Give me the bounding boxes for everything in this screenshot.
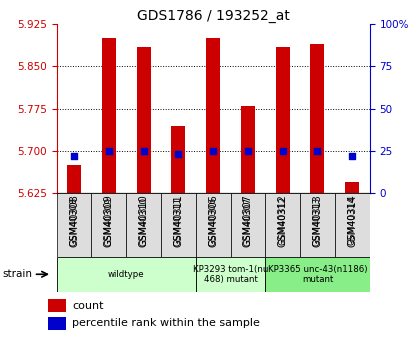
Text: GSM40314: GSM40314 [347, 195, 357, 247]
Text: GSM40308: GSM40308 [69, 195, 79, 247]
Text: GSM40307: GSM40307 [243, 195, 253, 247]
Bar [161, 193, 196, 257]
Bar [136, 47, 151, 193]
Bar [310, 44, 324, 193]
Point [314, 148, 321, 154]
Text: GSM40311: GSM40311 [173, 195, 184, 247]
Bar [67, 165, 81, 193]
Text: KP3365 unc-43(n1186)
mutant: KP3365 unc-43(n1186) mutant [268, 265, 367, 284]
Bar [102, 38, 116, 193]
Text: GSM40306: GSM40306 [208, 195, 218, 247]
Text: GSM40313: GSM40313 [312, 195, 323, 247]
Bar [196, 193, 231, 257]
Point [71, 153, 77, 159]
Bar [300, 193, 335, 257]
Bar [126, 193, 161, 257]
Point [349, 153, 356, 159]
Text: GSM40306: GSM40306 [209, 196, 218, 246]
Text: GSM40312: GSM40312 [278, 196, 287, 245]
Bar [57, 257, 196, 292]
Bar [206, 38, 220, 193]
Point [175, 151, 182, 157]
Text: GSM40314: GSM40314 [348, 196, 357, 245]
Text: percentile rank within the sample: percentile rank within the sample [72, 318, 260, 328]
Bar [171, 126, 185, 193]
Bar [265, 257, 370, 292]
Text: KP3293 tom-1(nu
468) mutant: KP3293 tom-1(nu 468) mutant [193, 265, 268, 284]
Text: GSM40307: GSM40307 [244, 196, 252, 246]
Bar [265, 193, 300, 257]
Text: GSM40309: GSM40309 [104, 195, 114, 247]
Text: GSM40308: GSM40308 [70, 196, 79, 246]
Text: GSM40310: GSM40310 [139, 196, 148, 246]
Bar [48, 299, 66, 312]
Title: GDS1786 / 193252_at: GDS1786 / 193252_at [137, 9, 289, 23]
Text: GSM40310: GSM40310 [139, 195, 149, 247]
Text: GSM40313: GSM40313 [313, 196, 322, 246]
Point [244, 148, 251, 154]
Point [105, 148, 112, 154]
Bar [196, 257, 265, 292]
Text: GSM40309: GSM40309 [104, 196, 113, 246]
Point [279, 148, 286, 154]
Bar [241, 106, 255, 193]
Bar [48, 317, 66, 330]
Bar [231, 193, 265, 257]
Point [140, 148, 147, 154]
Bar [57, 193, 92, 257]
Bar [345, 182, 359, 193]
Bar [92, 193, 126, 257]
Text: wildtype: wildtype [108, 270, 144, 279]
Bar [335, 193, 370, 257]
Text: GSM40311: GSM40311 [174, 196, 183, 246]
Point [210, 148, 217, 154]
Text: count: count [72, 301, 103, 310]
Bar [276, 47, 290, 193]
Text: GSM40312: GSM40312 [278, 195, 288, 247]
Text: strain: strain [2, 269, 32, 279]
